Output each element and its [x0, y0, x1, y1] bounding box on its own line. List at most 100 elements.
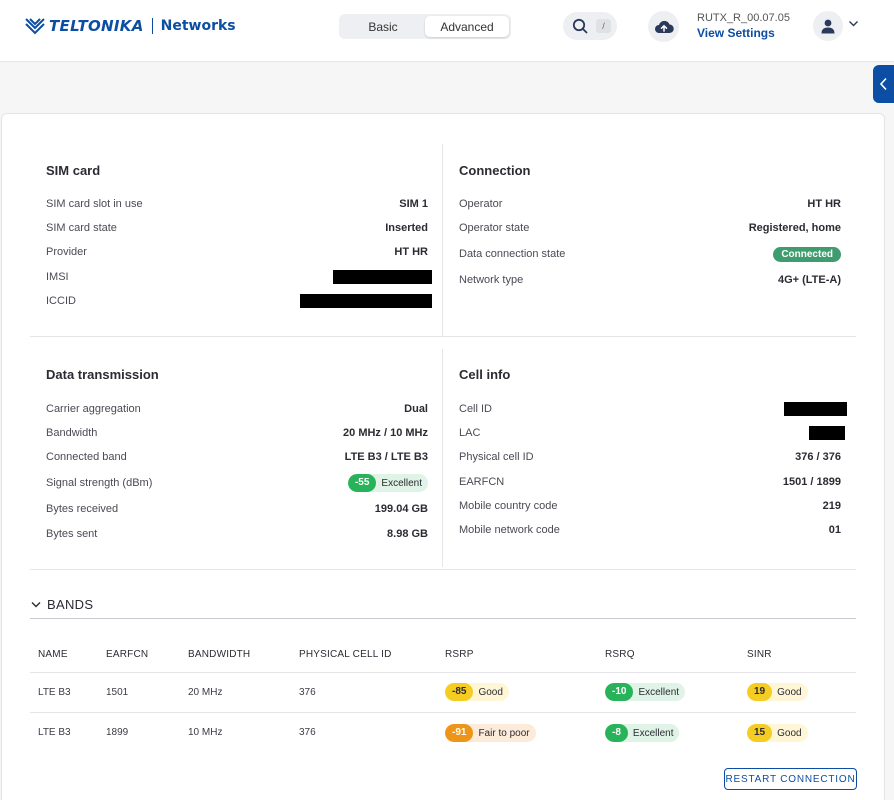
kv-label: Physical cell ID: [459, 451, 534, 463]
operator-row: Operator HT HR: [459, 195, 841, 213]
view-settings-link[interactable]: View Settings: [697, 26, 775, 40]
bandwidth-row: Bandwidth 20 MHz / 10 MHz: [46, 424, 428, 442]
sim-card-title: SIM card: [46, 163, 101, 178]
carrier-aggregation-row: Carrier aggregation Dual: [46, 400, 428, 418]
connection-title: Connection: [459, 163, 531, 178]
rsrp-badge: -91 Fair to poor: [445, 724, 536, 742]
col-header-rsrp: RSRP: [445, 649, 474, 660]
col-header-physical-cell-id: PHYSICAL CELL ID: [299, 649, 392, 660]
operator-state-row: Operator state Registered, home: [459, 219, 841, 237]
signal-value: -55: [347, 474, 377, 492]
kv-value: HT HR: [807, 198, 841, 210]
kv-label: ICCID: [46, 295, 76, 307]
kv-value: Registered, home: [748, 222, 841, 234]
chevron-down-icon[interactable]: [848, 20, 859, 28]
rsrp-value: -85: [445, 683, 474, 701]
kv-value: 1501 / 1899: [782, 476, 841, 488]
sinr-quality: Good: [777, 727, 802, 739]
chevron-down-icon: [31, 601, 41, 607]
table-divider: [30, 712, 856, 713]
band-bandwidth: 20 MHz: [188, 687, 223, 698]
rsrp-quality: Fair to poor: [478, 727, 530, 739]
rsrp-quality: Good: [478, 686, 503, 698]
column-divider: [442, 144, 443, 336]
kv-label: Provider: [46, 246, 87, 258]
sim-iccid-row: ICCID: [46, 292, 432, 310]
kv-label: Cell ID: [459, 403, 493, 415]
user-menu-button[interactable]: [813, 11, 843, 41]
col-header-sinr: SINR: [747, 649, 772, 660]
bands-underline: [30, 618, 856, 619]
search-button[interactable]: /: [563, 12, 617, 40]
sim-provider-row: Provider HT HR: [46, 243, 428, 261]
mode-basic-button[interactable]: Basic: [341, 16, 425, 37]
kv-label: Operator: [459, 198, 503, 210]
firmware-info: RUTX_R_00.07.05 View Settings: [697, 12, 790, 40]
rsrq-badge: -10 Excellent: [605, 683, 686, 701]
kv-label: LAC: [459, 427, 481, 439]
redacted-value: [809, 426, 845, 440]
kv-label: EARFCN: [459, 476, 505, 488]
kv-value: 4G+ (LTE-A): [777, 274, 841, 286]
cell-info-title: Cell info: [459, 367, 511, 382]
sim-slot-row: SIM card slot in use SIM 1: [46, 195, 428, 213]
kv-value: HT HR: [394, 246, 428, 258]
restart-connection-button[interactable]: RESTART CONNECTION: [724, 768, 857, 790]
connected-status-badge: Connected: [773, 246, 841, 262]
band-pci: 376: [299, 687, 316, 698]
rsrp-badge: -85 Good: [445, 683, 509, 701]
kv-label: Carrier aggregation: [46, 403, 141, 415]
cloud-button[interactable]: [648, 11, 679, 42]
band-bandwidth: 10 MHz: [188, 727, 223, 738]
kv-label: Operator state: [459, 222, 530, 234]
kv-value: 376 / 376: [795, 451, 841, 463]
kv-value: 01: [828, 524, 841, 536]
kv-label: Connected band: [46, 451, 127, 463]
mobile-country-code-row: Mobile country code 219: [459, 497, 841, 515]
kv-value: SIM 1: [399, 198, 428, 210]
col-header-name: NAME: [38, 649, 68, 660]
sinr-value: 19: [747, 683, 773, 701]
sidebar-toggle-button[interactable]: [873, 65, 894, 103]
connected-band-row: Connected band LTE B3 / LTE B3: [46, 448, 428, 466]
kv-value: Dual: [404, 403, 428, 415]
rsrp-value: -91: [445, 724, 474, 742]
logo-wordmark: TELTONIKA: [49, 17, 144, 35]
cell-id-row: Cell ID: [459, 400, 847, 418]
kv-label: IMSI: [46, 271, 69, 283]
band-name: LTE B3: [38, 687, 71, 698]
teltonika-logo[interactable]: TELTONIKA Networks: [24, 13, 236, 39]
rsrq-value: -8: [605, 724, 628, 742]
band-earfcn: 1501: [106, 687, 129, 698]
column-divider: [442, 349, 443, 567]
mobile-network-code-row: Mobile network code 01: [459, 521, 841, 539]
sim-imsi-row: IMSI: [46, 268, 432, 286]
redacted-value: [333, 270, 432, 284]
band-pci: 376: [299, 727, 316, 738]
sinr-value: 15: [747, 724, 773, 742]
kv-value: 8.98 GB: [387, 528, 428, 540]
kv-label: Network type: [459, 274, 524, 286]
chevron-left-icon: [879, 77, 887, 91]
col-header-rsrq: RSRQ: [605, 649, 635, 660]
kv-value: LTE B3 / LTE B3: [344, 451, 428, 463]
bands-title: BANDS: [47, 597, 94, 612]
kv-label: Signal strength (dBm): [46, 477, 153, 489]
bytes-received-row: Bytes received 199.04 GB: [46, 500, 428, 518]
logo-subtitle: Networks: [160, 18, 236, 34]
kv-label: Data connection state: [459, 248, 566, 260]
signal-quality-text: Excellent: [381, 477, 422, 489]
teltonika-logo-icon: [25, 18, 45, 35]
bands-section-toggle[interactable]: BANDS: [31, 597, 93, 612]
rsrq-quality: Excellent: [638, 686, 680, 698]
kv-label: Mobile network code: [459, 524, 560, 536]
mode-advanced-button[interactable]: Advanced: [425, 16, 509, 37]
lac-row: LAC: [459, 424, 845, 442]
cloud-upload-icon: [654, 20, 674, 33]
kv-value: 219: [822, 500, 841, 512]
kv-label: Bytes received: [46, 503, 119, 515]
rsrq-badge: -8 Excellent: [605, 724, 680, 742]
earfcn-row: EARFCN 1501 / 1899: [459, 473, 841, 491]
bytes-sent-row: Bytes sent 8.98 GB: [46, 525, 428, 543]
search-icon: [572, 18, 588, 34]
